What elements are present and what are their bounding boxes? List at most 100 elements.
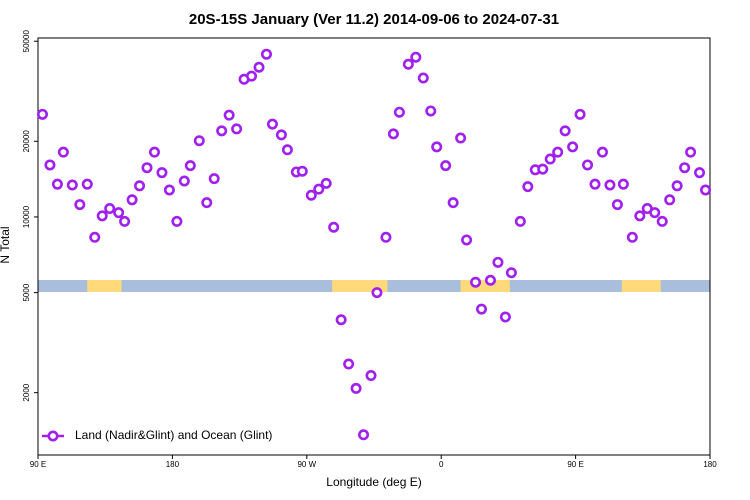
data-point [425,105,437,117]
data-point [216,125,228,137]
data-point [253,61,265,73]
data-point [320,177,332,189]
data-point [634,210,646,222]
data-point [141,162,153,174]
data-point [604,179,616,191]
data-point [313,183,325,195]
data-point [260,48,272,60]
data-point [350,382,362,394]
plot-frame [37,37,711,456]
data-point [66,179,78,191]
data-point [552,146,564,158]
data-point [694,167,706,179]
x-tick-label: 90 E [30,460,46,469]
data-point [447,197,459,209]
data-point [281,144,293,156]
data-point [476,303,488,315]
data-point [617,178,629,190]
data-point [201,197,213,209]
x-tick-label: 90 E [567,460,583,469]
data-point [671,180,683,192]
data-point [358,429,370,441]
land-segment [87,280,122,292]
data-point [484,274,496,286]
data-point [700,184,712,196]
data-point [656,215,668,227]
data-point [178,175,190,187]
data-point [119,215,131,227]
data-point [685,146,697,158]
y-tick-label: 5000 [22,283,31,301]
data-point [113,207,125,219]
y-tick-label: 10000 [22,205,31,228]
data-point [611,199,623,211]
data-point [266,118,278,130]
data-point [148,146,160,158]
data-point [184,160,196,172]
data-point [470,276,482,288]
data-point [559,125,571,137]
data-point [275,129,287,141]
data-point [163,184,175,196]
data-point [393,106,405,118]
data-point [537,163,549,175]
data-point [36,108,48,120]
data-point [380,231,392,243]
chart-title: 20S-15S January (Ver 11.2) 2014-09-06 to… [189,11,559,28]
data-point [156,167,168,179]
data-point [387,128,399,140]
legend-marker [47,430,59,442]
data-point [365,370,377,382]
data-point [544,153,556,165]
data-point [371,287,383,299]
data-point [96,210,108,222]
data-point [343,358,355,370]
data-point [74,199,86,211]
data-point [171,215,183,227]
y-tick-label: 50000 [22,30,31,53]
data-point [455,132,467,144]
data-point [626,231,638,243]
data-point [89,231,101,243]
x-tick-label: 180 [166,460,180,469]
data-point [81,178,93,190]
data-point [499,311,511,323]
data-point [104,203,116,215]
data-point [417,72,429,84]
data-point [335,314,347,326]
data-point [51,178,63,190]
data-point [522,181,534,193]
data-point [649,207,661,219]
data-point [208,173,220,185]
data-point [328,221,340,233]
data-point [246,70,258,82]
y-axis-label: N Total [0,226,12,263]
data-point [431,141,443,153]
data-point [402,58,414,70]
data-point [231,123,243,135]
data-point [193,135,205,147]
data-point [305,189,317,201]
data-point [461,234,473,246]
data-point [57,146,69,158]
x-tick-label: 180 [703,460,717,469]
data-point [223,109,235,121]
y-tick-label: 2000 [22,383,31,401]
data-point [514,215,526,227]
data-point [505,267,517,279]
data-point [596,146,608,158]
data-point [134,180,146,192]
data-point [296,165,308,177]
x-tick-label: 0 [439,460,444,469]
y-tick-label: 20000 [22,130,31,153]
data-point [664,194,676,206]
data-point [574,108,586,120]
land-segment [621,280,661,292]
legend-label: Land (Nadir&Glint) and Ocean (Glint) [75,428,272,442]
x-axis-label: Longitude (deg E) [326,475,421,489]
x-tick-label: 90 W [297,460,316,469]
data-point [492,256,504,268]
data-point [126,194,138,206]
data-point [410,51,422,63]
